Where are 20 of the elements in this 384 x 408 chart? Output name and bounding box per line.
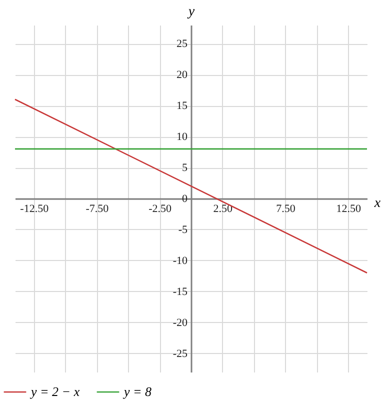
y-tick-label: -5 [178, 224, 188, 236]
y-tick-label: -25 [172, 348, 188, 360]
legend-label: y = 2 − x [29, 384, 80, 399]
y-tick-label: -15 [172, 286, 188, 298]
y-tick-label: 20 [176, 69, 188, 82]
x-tick-label: 12.50 [336, 203, 362, 215]
y-tick-label: 5 [182, 162, 188, 174]
y-tick-label: -20 [172, 316, 188, 329]
x-tick-label: -12.50 [20, 203, 50, 215]
x-tick-label: -7.50 [86, 203, 110, 215]
x-tick-label: 2.50 [213, 203, 234, 215]
x-tick-label: 7.50 [276, 203, 296, 215]
y-tick-label: 25 [176, 38, 188, 50]
x-tick-label: -2.50 [148, 203, 172, 215]
x-axis-title: x [373, 196, 382, 211]
y-axis-title: y [186, 4, 196, 20]
y-tick-label: 15 [176, 100, 188, 112]
y-tick-label: -10 [172, 254, 188, 267]
y-tick-label: 10 [176, 131, 188, 144]
legend-label: y = 8 [122, 384, 152, 399]
